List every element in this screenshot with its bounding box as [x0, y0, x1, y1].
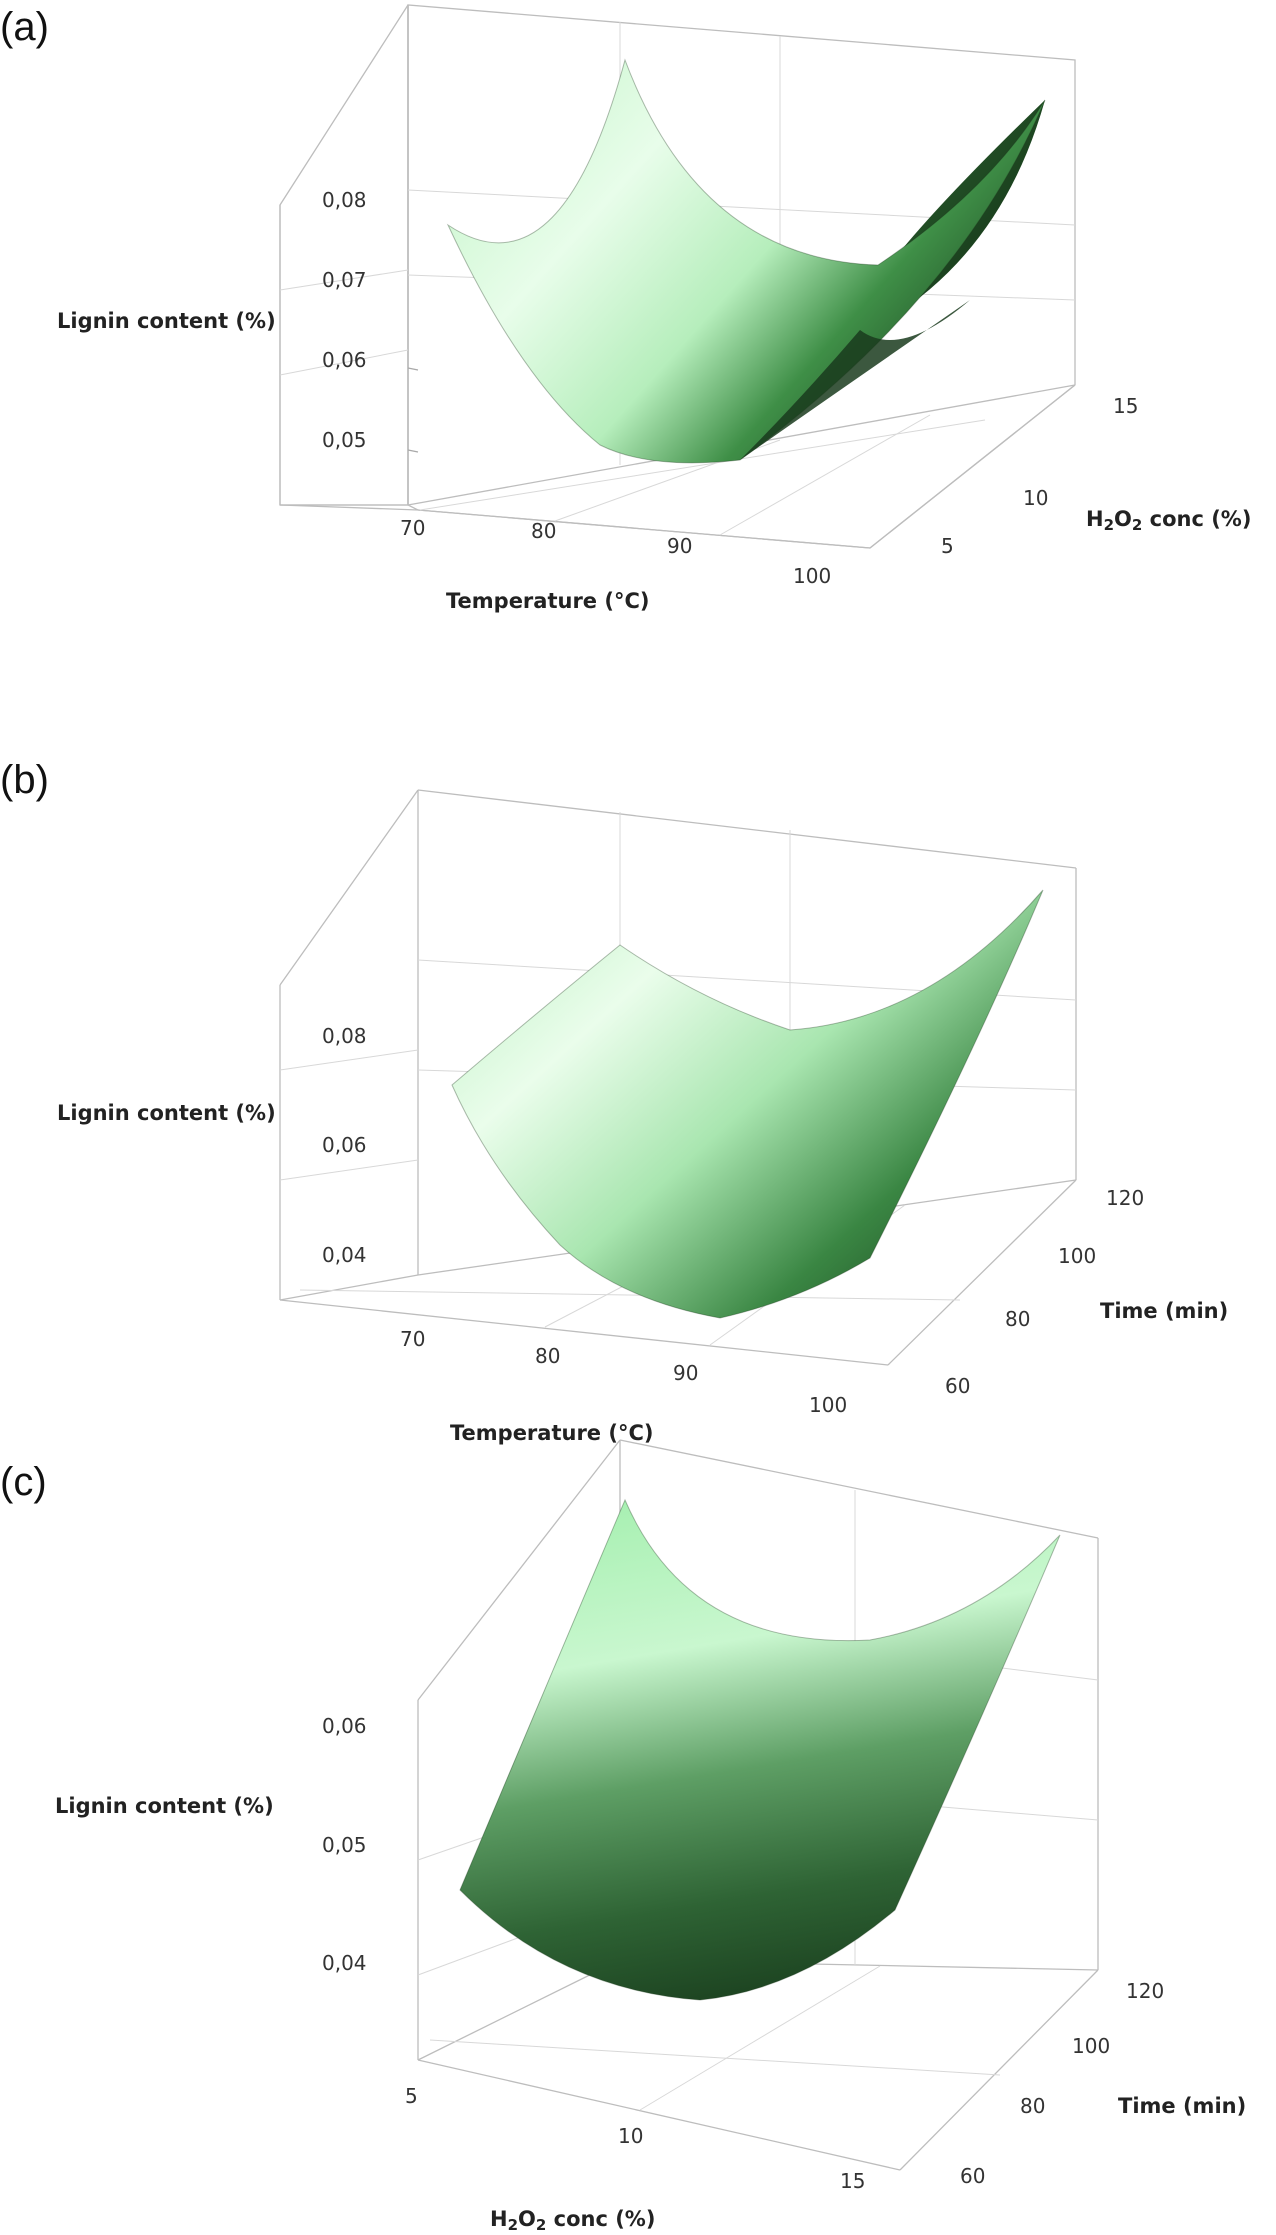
- tick-label: 80: [1020, 2094, 1045, 2118]
- surface-a-shadow: [740, 300, 970, 460]
- tick-label: 100: [809, 1393, 847, 1417]
- x-axis-title-a: Temperature (°C): [446, 589, 649, 613]
- y-ticks-c: 60 80 100 120: [960, 1979, 1164, 2188]
- x-ticks-a: 70 80 90 100: [400, 516, 831, 588]
- tick-label: 0,08: [322, 1024, 367, 1048]
- tick-label: 5: [405, 2084, 418, 2108]
- panel-a: (a): [0, 4, 1251, 613]
- tick-label: 60: [945, 1374, 970, 1398]
- tick-label: 15: [840, 2169, 865, 2193]
- tick-label: 120: [1126, 1979, 1164, 2003]
- panel-c: (c) 0,06 0,05 0,04: [0, 1439, 1246, 2234]
- tick-label: 60: [960, 2164, 985, 2188]
- surface-a-top: [448, 60, 1045, 463]
- x-ticks-c: 5 10 15: [405, 2084, 865, 2193]
- x-ticks-b: 70 80 90 100: [400, 1327, 847, 1417]
- panel-label-b: (b): [0, 758, 49, 802]
- tick-label: 5: [941, 534, 954, 558]
- tick-label: 0,06: [322, 1714, 367, 1738]
- surface-c-top: [460, 1500, 1060, 2000]
- surface-a: [446, 58, 1046, 464]
- tick-label: 90: [673, 1361, 698, 1385]
- tick-label: 0,08: [322, 188, 367, 212]
- surface-c: [459, 1498, 1061, 2001]
- tick-label: 80: [535, 1344, 560, 1368]
- y-ticks-b: 60 80 100 120: [945, 1186, 1144, 1398]
- tick-label: 80: [1005, 1307, 1030, 1331]
- z-ticks-b: 0,08 0,06 0,04: [322, 1024, 367, 1267]
- tick-label: 0,06: [322, 1133, 367, 1157]
- tick-label: 90: [667, 534, 692, 558]
- z-axis-title-a: Lignin content (%): [57, 309, 276, 333]
- z-axis-title-c: Lignin content (%): [55, 1794, 274, 1818]
- tick-label: 80: [531, 519, 556, 543]
- panel-label-c: (c): [0, 1460, 47, 1504]
- tick-label: 15: [1113, 394, 1138, 418]
- tick-label: 10: [618, 2124, 643, 2148]
- tick-label: 0,06: [322, 348, 367, 372]
- tick-label: 0,04: [322, 1243, 367, 1267]
- tick-label: 0,05: [322, 428, 367, 452]
- tick-label: 100: [1058, 1244, 1096, 1268]
- y-axis-title-b: Time (min): [1100, 1299, 1228, 1323]
- surface-b: [451, 889, 1044, 1319]
- x-axis-title-c: H2O2 conc (%): [490, 2207, 655, 2234]
- tick-label: 120: [1106, 1186, 1144, 1210]
- tick-label: 10: [1023, 486, 1048, 510]
- tick-label: 70: [400, 516, 425, 540]
- x-axis-title-b: Temperature (°C): [450, 1421, 653, 1445]
- tick-label: 100: [1072, 2034, 1110, 2058]
- y-axis-title-a: H2O2 conc (%): [1086, 507, 1251, 534]
- y-axis-title-c: Time (min): [1118, 2094, 1246, 2118]
- tick-label: 70: [400, 1327, 425, 1351]
- surface-b-top: [452, 890, 1043, 1318]
- tick-label: 100: [793, 564, 831, 588]
- panel-label-a: (a): [0, 5, 49, 49]
- tick-label: 0,04: [322, 1951, 367, 1975]
- z-ticks-a: 0,05 0,06 0,07 0,08: [322, 188, 419, 453]
- z-ticks-c: 0,06 0,05 0,04: [322, 1714, 367, 1975]
- panel-b: (b) 0,08 0,06: [0, 758, 1228, 1445]
- tick-label: 0,07: [322, 268, 367, 292]
- y-ticks-a: 5 10 15: [941, 394, 1138, 558]
- z-axis-title-b: Lignin content (%): [57, 1101, 276, 1125]
- tick-label: 0,05: [322, 1833, 367, 1857]
